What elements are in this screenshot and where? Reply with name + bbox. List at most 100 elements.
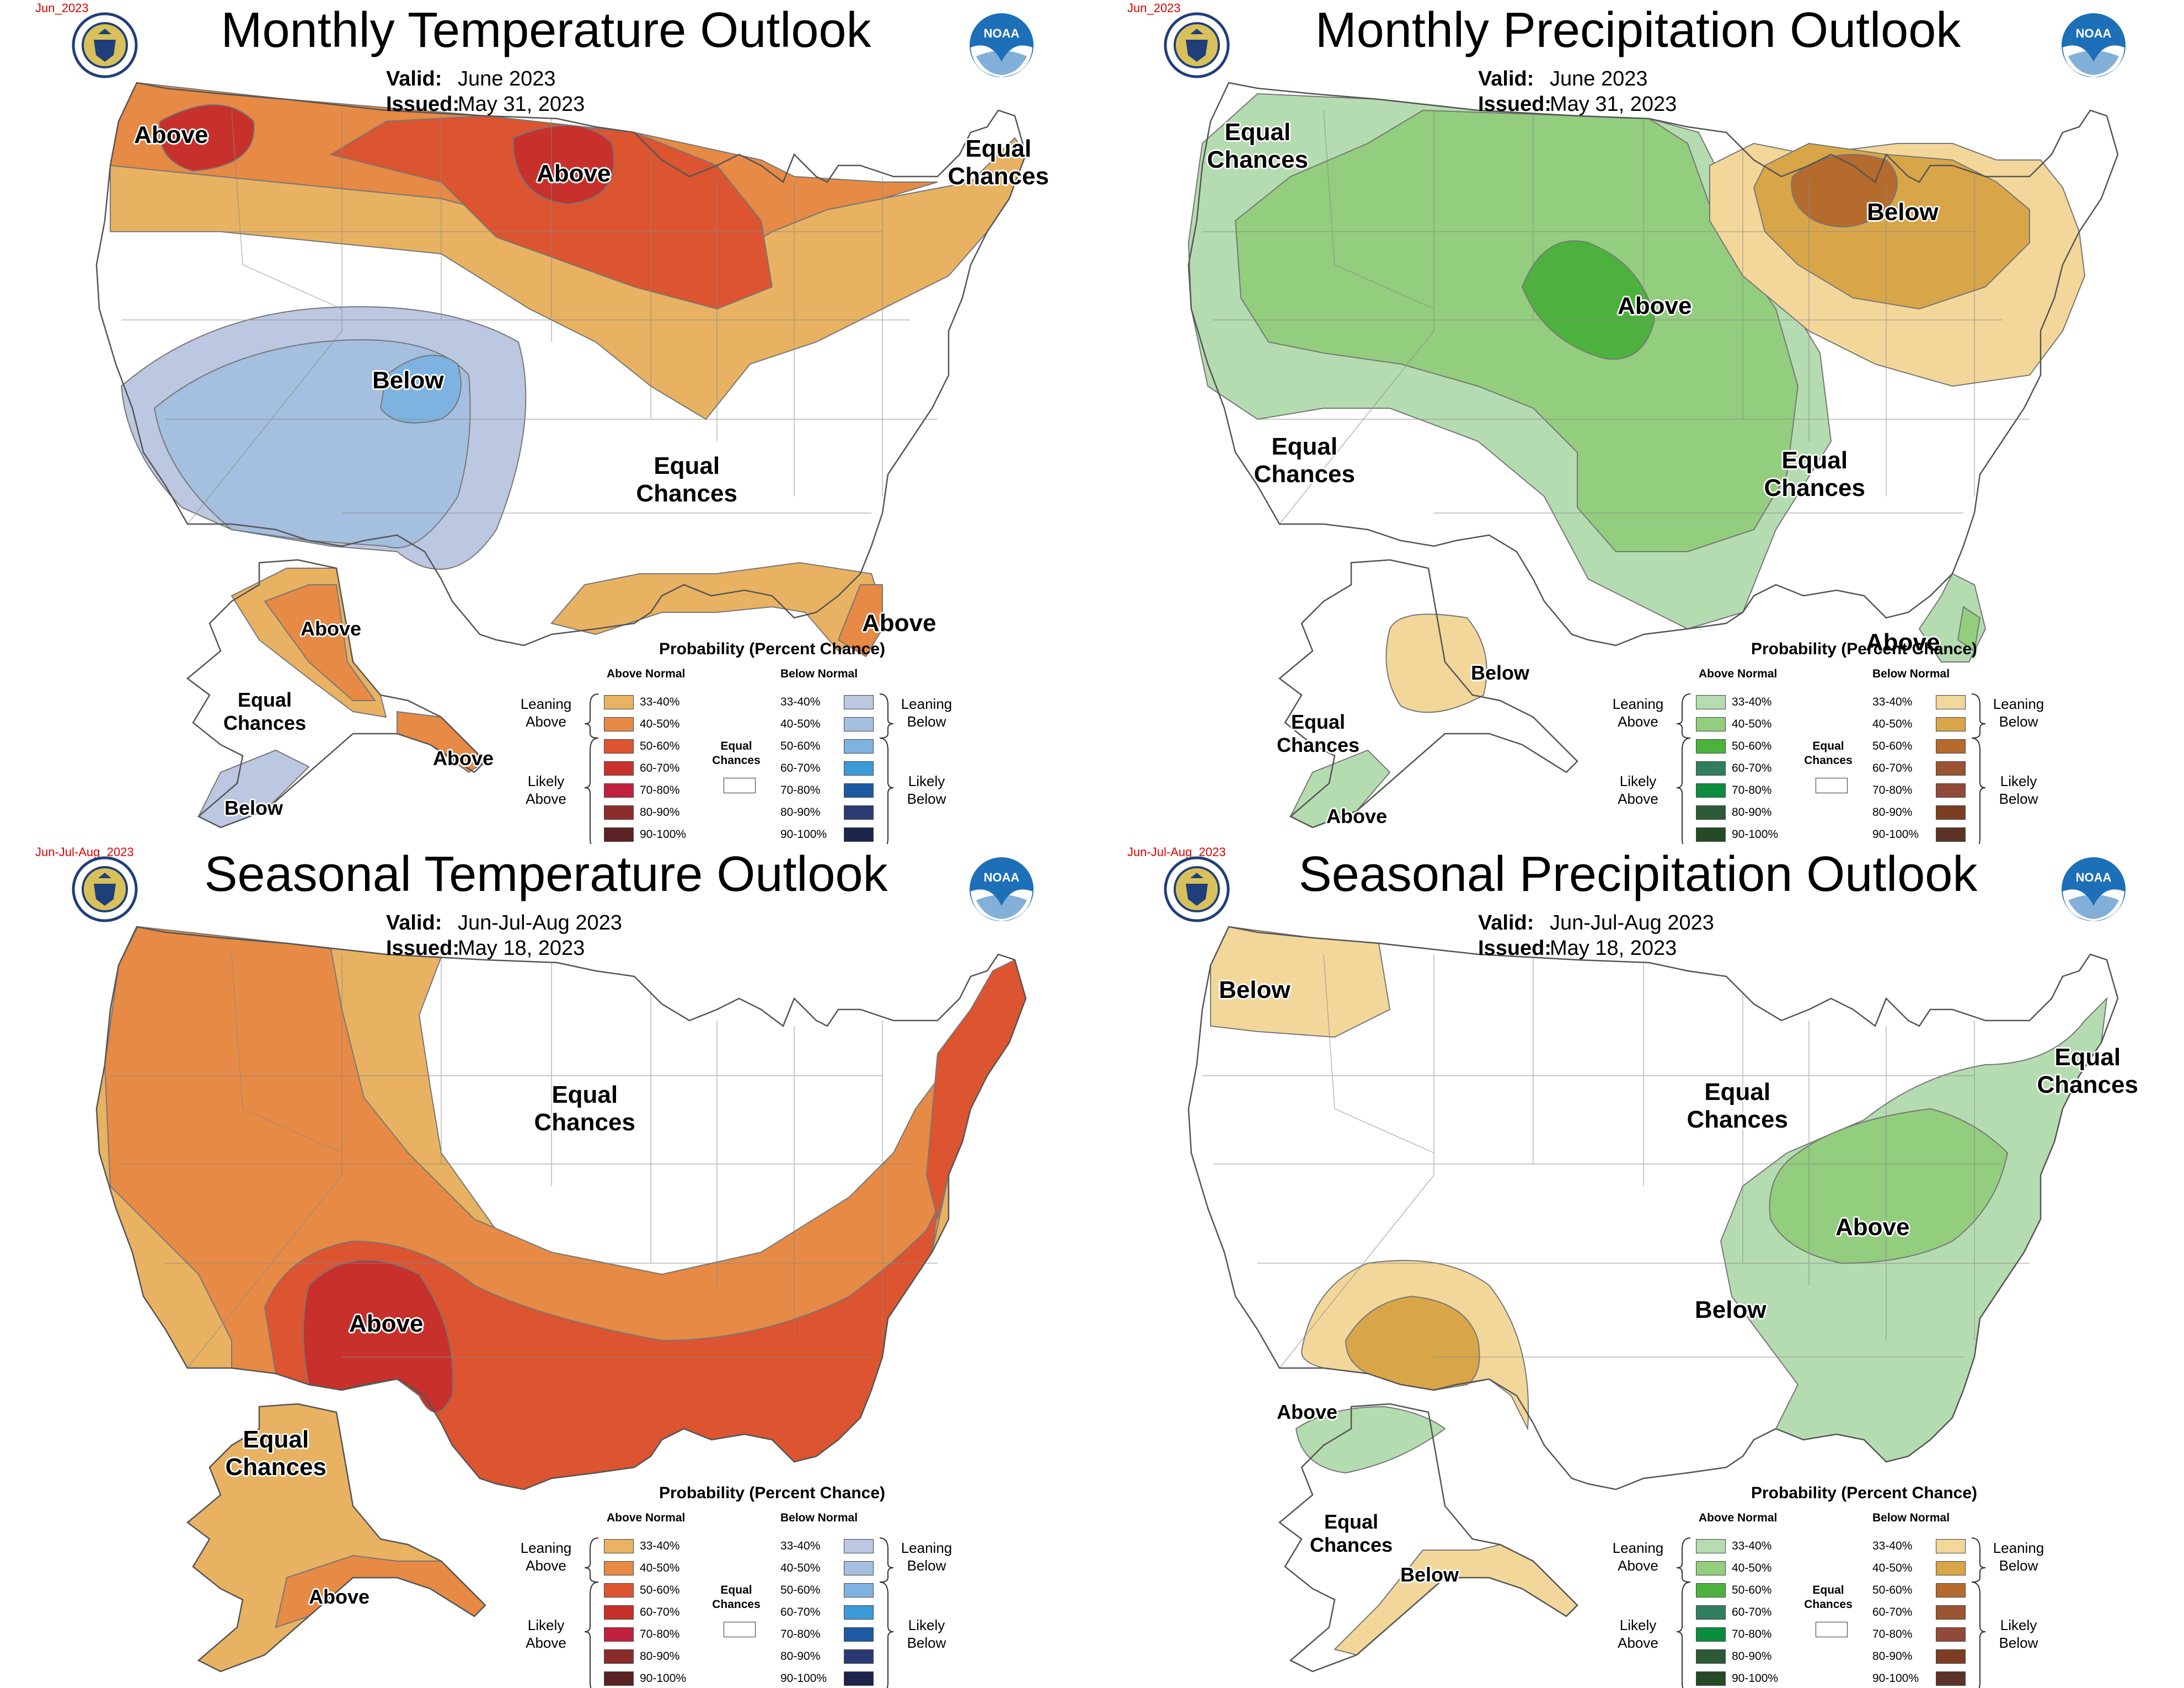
legend-below-head: Below Normal [1872, 1511, 1950, 1524]
legend-braces [584, 693, 894, 844]
noaa-logo-icon: NOAA [2060, 12, 2127, 78]
valid-value: June 2023 [458, 67, 556, 90]
legend-range: 33-40% [640, 1540, 680, 1552]
legend-above-head: Above Normal [607, 667, 686, 680]
region-label: Above [1618, 292, 1692, 319]
legend-range: 70-80% [780, 1628, 821, 1641]
issued-value: May 31, 2023 [458, 93, 585, 116]
legend-range: 40-50% [640, 1562, 680, 1574]
legend-range: 70-80% [1872, 1628, 1913, 1641]
legend-swatch [844, 827, 874, 842]
legend-swatch [604, 695, 634, 709]
outlook-map [1187, 82, 2119, 829]
region-label: Equal Chances [223, 688, 307, 734]
legend-swatch [1936, 717, 1966, 731]
legend-range: 60-70% [780, 1606, 821, 1618]
legend-below-head: Below Normal [1872, 667, 1950, 680]
legend-title: Probability (Percent Chance) [1751, 1484, 1978, 1502]
legend-range: 90-100% [640, 828, 687, 841]
probability-region [264, 584, 376, 701]
probability-region [1957, 606, 1981, 652]
leaning-below-label: Leaning Below [901, 696, 952, 730]
probability-region [837, 584, 883, 658]
region-label: Above [134, 121, 208, 148]
legend-range: 50-60% [1732, 1584, 1772, 1596]
legend-range: 40-50% [1732, 718, 1772, 730]
likely-above-label: Likely Above [1618, 773, 1658, 807]
panel-monthly-precipitation: Jun_2023 NOAA Monthly Precipitation Outloo… [1092, 0, 2184, 844]
legend-range: 40-50% [1872, 1562, 1913, 1574]
date-tag: Jun-Jul-Aug_2023 [35, 845, 134, 859]
validity-info: Valid: June 2023 Issued:May 31, 2023 [386, 66, 585, 117]
legend-swatch [604, 1627, 634, 1642]
region-label: Above [1866, 629, 1940, 656]
legend-swatch [604, 827, 634, 842]
outlook-title: Monthly Precipitation Outlook [1315, 3, 1961, 58]
likely-above-label: Likely Above [526, 1617, 566, 1651]
issued-label: Issued: [1478, 937, 1552, 960]
legend-swatch [844, 1561, 874, 1575]
legend-swatch [844, 1605, 874, 1620]
legend-swatch [1696, 805, 1726, 820]
probability-legend: Probability (Percent Chance) Above Normal… [1588, 640, 2140, 844]
outlook-title: Seasonal Temperature Outlook [204, 847, 888, 902]
equal-chances-swatch [1816, 778, 1848, 793]
legend-swatch [1696, 695, 1726, 709]
legend-range: 50-60% [640, 1584, 680, 1596]
legend-swatch [1936, 1583, 1966, 1598]
equal-chances-label: Equal Chances [712, 1584, 761, 1611]
legend-swatch [1696, 717, 1726, 731]
legend-title: Probability (Percent Chance) [1751, 640, 1978, 658]
probability-region [1769, 1108, 2009, 1264]
legend-above-head: Above Normal [607, 1511, 686, 1524]
legend-range: 70-80% [1732, 784, 1772, 797]
legend-range: 60-70% [1732, 762, 1772, 774]
legend-swatch [604, 1561, 634, 1575]
probability-region [158, 104, 255, 172]
valid-label: Valid: [386, 911, 442, 934]
legend-swatch [604, 761, 634, 776]
legend-range: 60-70% [1872, 762, 1913, 774]
legend-range: 60-70% [1872, 1606, 1913, 1618]
region-label: Equal Chances [636, 452, 737, 507]
legend-range: 40-50% [1732, 1562, 1772, 1574]
probability-region [925, 959, 1027, 1220]
legend-swatch [604, 739, 634, 754]
region-label: Above [1277, 1401, 1338, 1423]
legend-swatch [1936, 1649, 1966, 1664]
date-tag: Jun_2023 [35, 1, 89, 15]
noaa-text: NOAA [2076, 870, 2112, 884]
legend-range: 80-90% [780, 806, 821, 819]
panel-monthly-temperature: Jun_2023 NOAA Monthly Temperature Outlook V… [0, 0, 1092, 844]
legend-range: 60-70% [640, 1606, 680, 1618]
legend-swatch [1696, 1561, 1726, 1575]
equal-chances-swatch [724, 778, 756, 793]
legend-range: 70-80% [640, 784, 680, 797]
legend-range: 50-60% [1872, 1584, 1913, 1596]
probability-region [1210, 926, 1391, 1038]
region-label: Below [1219, 976, 1291, 1003]
doc-seal-icon [72, 12, 138, 78]
legend-swatch [604, 1605, 634, 1620]
region-label: Above [349, 1310, 424, 1337]
date-tag: Jun-Jul-Aug_2023 [1127, 845, 1226, 859]
region-label: Above [309, 1585, 370, 1608]
outlook-map [95, 926, 1027, 1673]
legend-braces [584, 1537, 894, 1688]
issued-value: May 18, 2023 [458, 937, 585, 960]
legend-range: 33-40% [1872, 696, 1913, 708]
likely-below-label: Likely Below [907, 1617, 946, 1651]
outlook-title: Monthly Temperature Outlook [221, 3, 871, 58]
legend-range: 50-60% [780, 1584, 821, 1596]
outlook-map [1187, 926, 2119, 1673]
panel-seasonal-precipitation: Jun-Jul-Aug_2023 NOAA Seasonal Precipitati… [1092, 844, 2184, 1688]
legend-swatch [844, 783, 874, 798]
issued-label: Issued: [386, 937, 460, 960]
legend-braces [1676, 693, 1986, 844]
region-label: Equal Chances [948, 135, 1049, 190]
legend-range: 90-100% [1872, 1672, 1919, 1685]
legend-swatch [1696, 1539, 1726, 1553]
legend-swatch [1936, 1561, 1966, 1575]
legend-swatch [1936, 1671, 1966, 1686]
legend-range: 80-90% [1732, 1650, 1772, 1663]
